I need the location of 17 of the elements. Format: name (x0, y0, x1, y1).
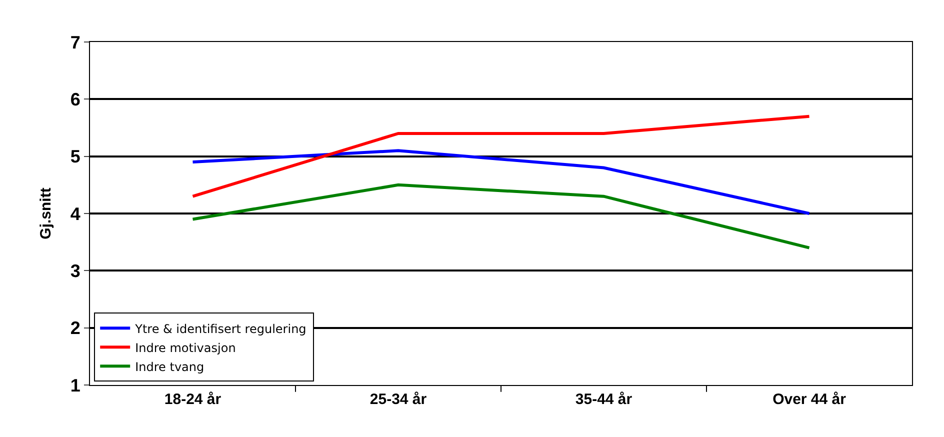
y-tick-label: 2 (70, 318, 80, 338)
legend-label: Indre tvang (135, 360, 204, 374)
line-series (191, 183, 811, 250)
y-tick-label: 3 (70, 260, 80, 281)
y-tick-label: 4 (70, 204, 80, 224)
x-tick-label: 35-44 år (575, 391, 632, 408)
x-tick-label: Over 44 år (772, 391, 846, 408)
y-tick-label: 7 (70, 32, 80, 52)
y-tick-label: 1 (70, 375, 80, 396)
y-tick-label: 5 (70, 146, 80, 167)
x-tick-label: 18-24 år (164, 391, 222, 408)
y-tick-label: 6 (70, 89, 80, 110)
legend-label: Indre motivasjon (135, 340, 236, 355)
legend-label: Ytre & identifisert regulering (134, 322, 306, 336)
x-tick-label: 25-34 år (370, 391, 427, 408)
line-series (191, 149, 811, 215)
y-axis-title: Gj.snitt (38, 188, 55, 240)
